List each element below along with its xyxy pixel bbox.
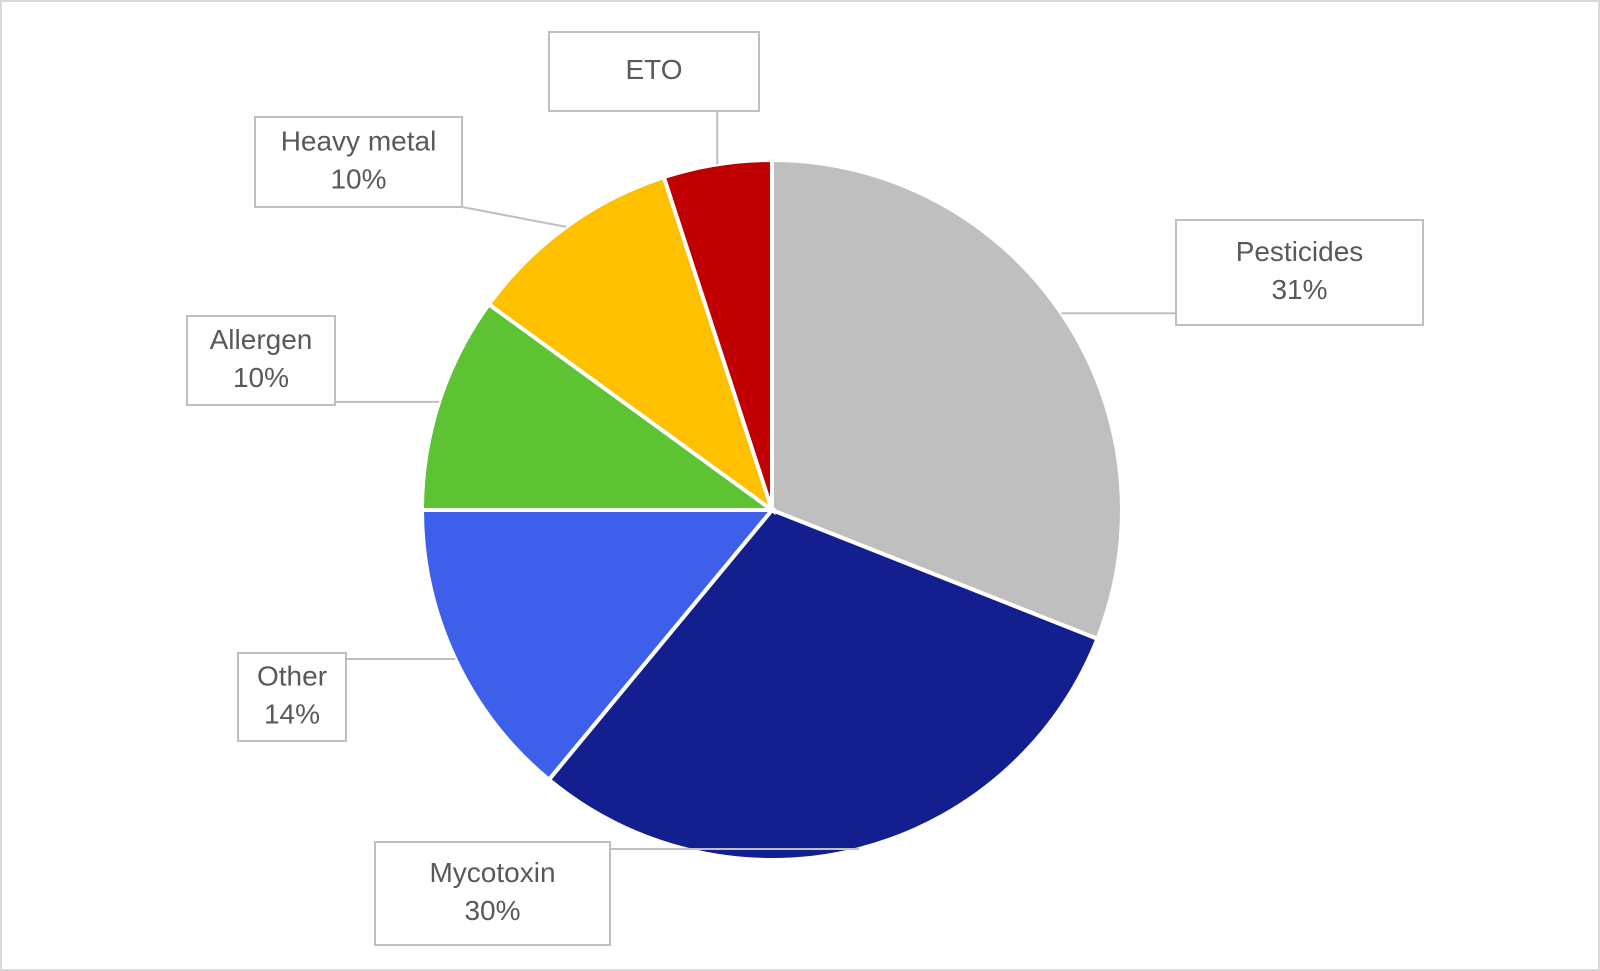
- label-box: [548, 31, 760, 112]
- value-label: 14%: [264, 698, 320, 729]
- category-label: ETO: [625, 54, 682, 85]
- category-label: Other: [257, 660, 327, 691]
- pie-slice: [486, 174, 776, 516]
- value-label: 10%: [233, 362, 289, 393]
- category-label: Allergen: [210, 324, 313, 355]
- label-box: [237, 652, 347, 742]
- label-box: [186, 315, 336, 406]
- leader-line: [461, 206, 567, 228]
- category-label: Heavy metal: [281, 125, 437, 156]
- pie-slice: [419, 301, 779, 512]
- category-label: Pesticides: [1236, 236, 1364, 267]
- label-box: [254, 116, 463, 208]
- label-box: [1175, 219, 1424, 326]
- value-label: 31%: [1271, 274, 1327, 305]
- value-label: 10%: [330, 163, 386, 194]
- value-label: 30%: [464, 895, 520, 926]
- label-box: [374, 841, 611, 946]
- pie-slice: [770, 157, 1124, 642]
- category-label: Mycotoxin: [429, 857, 555, 888]
- pie-slice: [419, 508, 777, 783]
